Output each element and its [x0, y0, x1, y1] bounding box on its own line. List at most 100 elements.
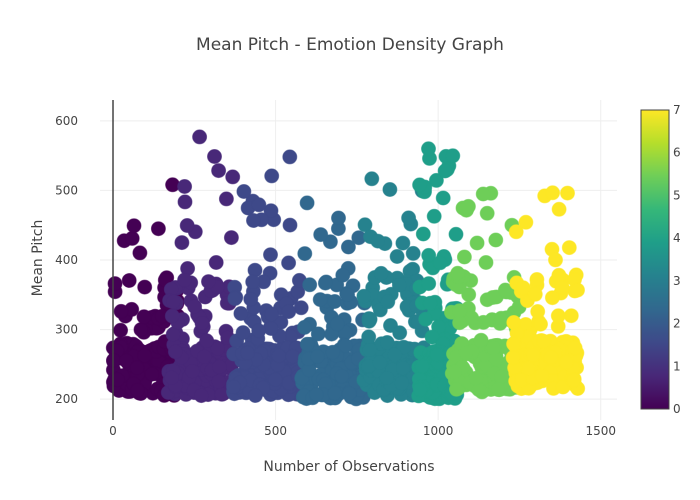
scatter-point-emotion-3 [335, 267, 351, 283]
scatter-point-emotion-7 [544, 290, 560, 306]
scatter-point-emotion-4 [401, 210, 417, 226]
scatter-point-emotion-4 [392, 325, 408, 341]
y-tick-label: 200 [55, 392, 78, 406]
scatter-point-emotion-4 [373, 265, 389, 281]
scatter-point-emotion-1 [187, 299, 203, 314]
scatter-point-emotion-5 [418, 311, 434, 327]
scatter-point-emotion-1 [165, 294, 181, 310]
scatter-point-emotion-7 [567, 340, 583, 356]
scatter-point-emotion-2 [282, 217, 298, 233]
y-tick-label: 500 [55, 183, 78, 197]
scatter-point-emotion-3 [329, 316, 345, 332]
scatter-point-emotion-1 [208, 255, 224, 270]
scatter-point-emotion-2 [227, 291, 243, 307]
scatter-point-emotion-6 [478, 255, 494, 270]
scatter-point-emotion-4 [380, 294, 396, 310]
scatter-point-emotion-5 [435, 190, 451, 206]
scatter-point-emotion-5 [426, 208, 442, 224]
scatter-point-emotion-3 [308, 387, 324, 403]
colorbar-tick-label: 0 [673, 402, 681, 416]
scatter-point-emotion-6 [447, 364, 462, 380]
scatter-point-emotion-7 [543, 349, 559, 365]
scatter-point-emotion-5 [421, 247, 437, 263]
colorbar-tick-label: 1 [673, 359, 681, 373]
scatter-point-emotion-1 [177, 194, 193, 210]
scatter-point-emotion-2 [281, 304, 297, 320]
scatter-point-emotion-5 [412, 382, 428, 398]
scatter-point-emotion-6 [450, 265, 466, 281]
scatter-point-emotion-1 [218, 191, 234, 207]
scatter-point-emotion-3 [312, 292, 328, 308]
scatter-point-emotion-1 [211, 163, 227, 179]
scatter-point-emotion-0 [129, 360, 145, 376]
scatter-point-emotion-4 [362, 342, 378, 358]
scatter-point-emotion-7 [527, 286, 543, 302]
scatter-point-emotion-0 [118, 353, 134, 369]
scatter-point-emotion-3 [331, 210, 346, 226]
scatter-point-emotion-6 [490, 381, 506, 397]
scatter-point-emotion-2 [271, 348, 287, 364]
scatter-point-emotion-5 [422, 295, 438, 311]
scatter-point-emotion-2 [246, 213, 261, 228]
scatter-point-emotion-4 [387, 347, 403, 363]
colorbar: 0 1 2 3 4 5 6 7 [640, 103, 681, 416]
scatter-point-emotion-3 [341, 386, 357, 402]
scatter-point-emotion-3 [340, 287, 355, 303]
scatter-point-emotion-5 [415, 226, 431, 242]
scatter-point-emotion-6 [456, 249, 472, 265]
scatter-point-emotion-0 [137, 279, 153, 295]
scatter-point-emotion-2 [293, 300, 309, 316]
scatter-point-emotion-2 [240, 345, 255, 361]
scatter-point-emotion-7 [550, 308, 566, 324]
scatter-point-emotion-7 [534, 368, 550, 383]
scatter-point-emotion-3 [340, 239, 356, 255]
scatter-point-emotion-7 [561, 240, 577, 256]
scatter-point-emotion-6 [497, 282, 513, 298]
scatter-point-emotion-0 [107, 276, 123, 292]
scatter-point-emotion-7 [529, 272, 545, 287]
x-axis-title: Number of Observations [263, 459, 434, 475]
scatter-point-emotion-2 [251, 197, 267, 213]
scatter-point-emotion-2 [243, 291, 259, 307]
scatter-point-emotion-1 [223, 230, 239, 246]
scatter-point-emotion-4 [356, 288, 372, 304]
scatter-point-emotion-7 [518, 214, 534, 230]
scatter-point-emotion-6 [469, 235, 485, 251]
scatter-point-emotion-1 [212, 359, 227, 375]
axes: 0 500 1000 1500 200 300 400 500 600 [55, 100, 616, 438]
scatter-point-emotion-0 [121, 273, 137, 288]
scatter-point-emotion-7 [505, 350, 521, 366]
scatter-point-emotion-6 [473, 332, 489, 348]
scatter-point-emotion-2 [263, 203, 279, 219]
scatter-point-emotion-1 [164, 308, 180, 324]
colorbar-tick-label: 3 [673, 274, 681, 288]
scatter-point-emotion-6 [451, 303, 467, 319]
scatter-point-emotion-2 [226, 379, 242, 395]
scatter-point-emotion-7 [551, 201, 567, 217]
scatter-point-emotion-6 [468, 370, 484, 386]
scatter-point-emotion-6 [460, 198, 476, 214]
y-axis-title: Mean Pitch [30, 220, 46, 297]
scatter-point-emotion-7 [508, 224, 524, 240]
colorbar-tick-label: 6 [673, 146, 681, 160]
scatter-point-emotion-4 [395, 360, 411, 376]
scatter-point-emotion-1 [196, 349, 212, 365]
scatter-point-emotion-1 [192, 129, 208, 145]
x-tick-label: 0 [109, 424, 117, 438]
scatter-point-emotion-0 [126, 218, 142, 234]
scatter-point-emotion-2 [264, 306, 280, 322]
scatter-point-emotion-7 [570, 282, 585, 298]
y-tick-label: 600 [55, 114, 78, 128]
scatter-point-emotion-1 [177, 272, 193, 288]
scatter-point-emotion-7 [521, 360, 536, 376]
scatter-point-emotion-1 [179, 218, 195, 233]
scatter-point-emotion-0 [137, 348, 152, 364]
scatter-point-emotion-2 [281, 255, 297, 271]
scatter-point-emotion-4 [361, 329, 377, 345]
scatter-point-emotion-2 [263, 247, 278, 263]
scatter-point-emotion-6 [449, 381, 464, 397]
colorbar-tick-label: 2 [673, 317, 681, 331]
scatter-point-emotion-3 [337, 338, 353, 354]
scatter-point-emotion-2 [268, 372, 283, 388]
